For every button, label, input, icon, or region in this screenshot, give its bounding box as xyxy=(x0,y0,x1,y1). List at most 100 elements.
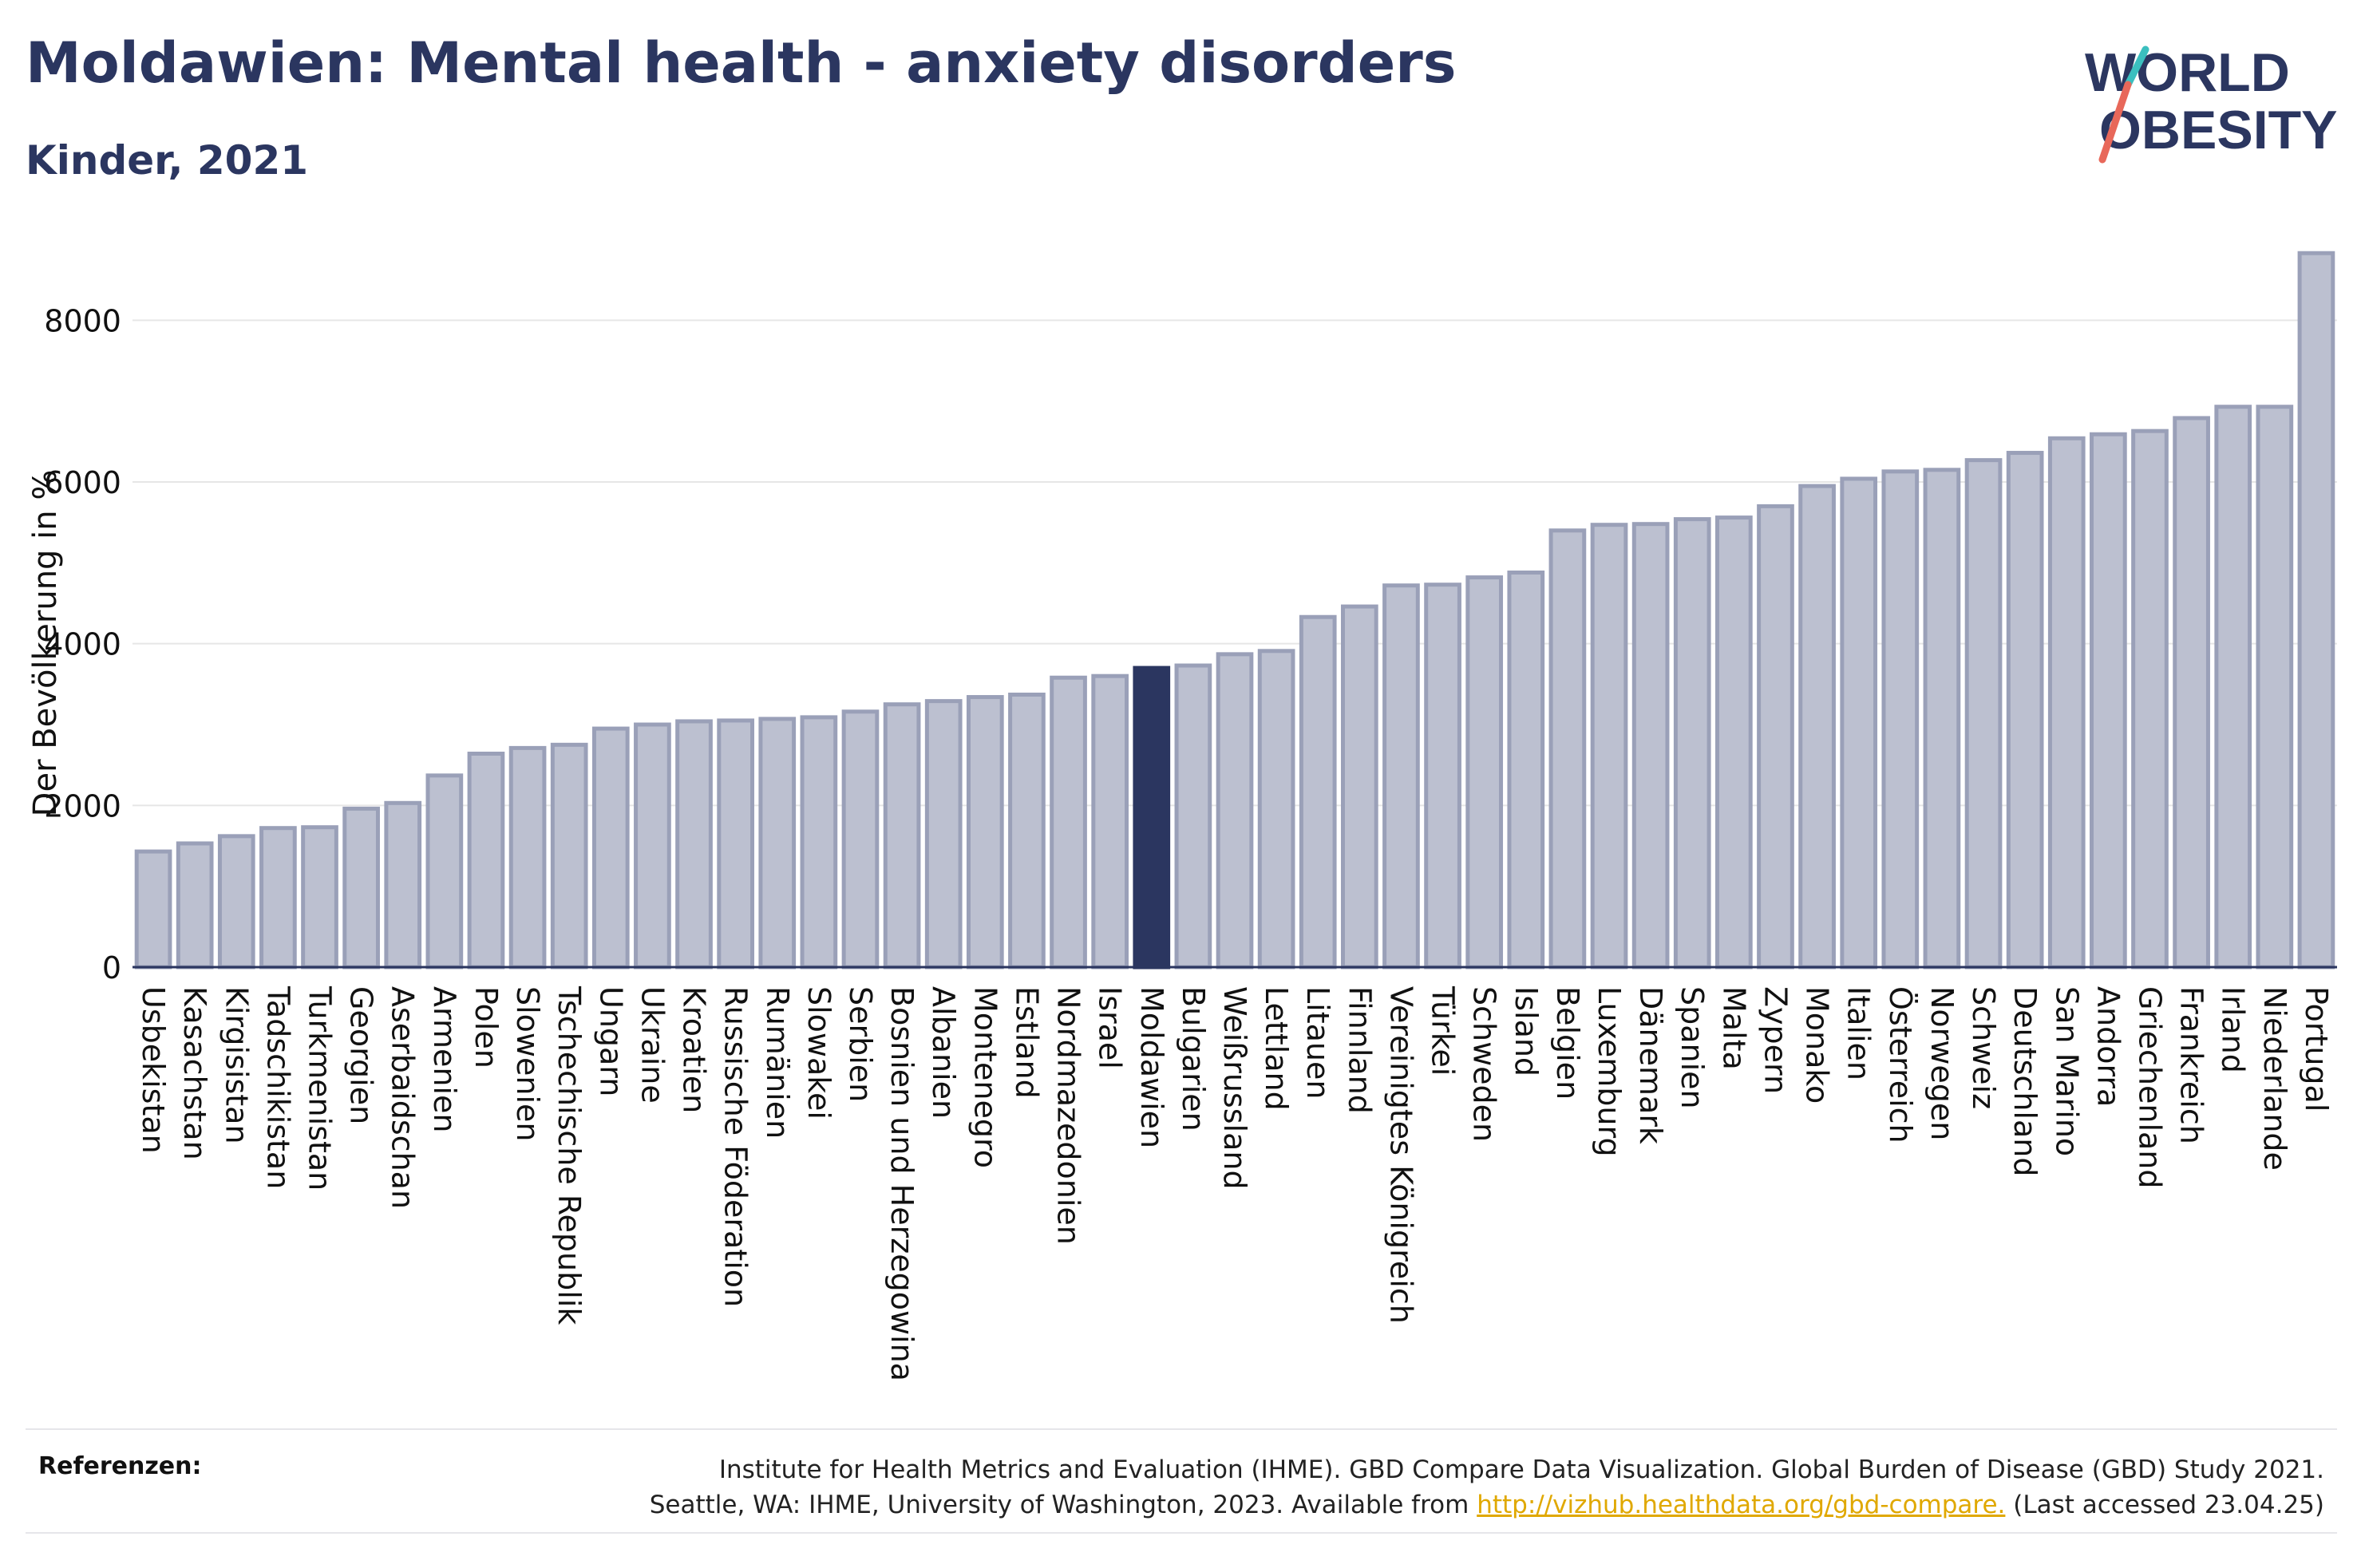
bar-kasachstan xyxy=(176,841,214,970)
x-tick-label: Tschechische Republik xyxy=(552,985,587,1325)
bar-polen xyxy=(467,751,505,970)
x-tick-label: Norwegen xyxy=(1924,986,1960,1140)
bar-zypern xyxy=(1757,504,1794,970)
bar-russische-föderation xyxy=(717,718,754,970)
x-tick-label: Deutschland xyxy=(2007,986,2043,1176)
x-tick-label: Belgien xyxy=(1550,986,1585,1100)
x-tick-label: Lettland xyxy=(1259,986,1294,1111)
x-tick-label: Weißrussland xyxy=(1217,986,1252,1190)
bar-serbien xyxy=(841,709,880,970)
references-line2-suffix: (Last accessed 23.04.25) xyxy=(2005,1491,2324,1519)
y-tick-label: 8000 xyxy=(44,303,121,338)
bar-usbekistan xyxy=(134,849,172,970)
bar-belgien xyxy=(1548,528,1587,970)
x-tick-label: Albanien xyxy=(926,986,961,1119)
bar-chart: 0 2000 4000 6000 8000 Der Bevölkerung in % Usb… xyxy=(27,251,2337,1381)
x-tick-label: Portugal xyxy=(2299,986,2334,1112)
x-tick-label: Frankreich xyxy=(2174,986,2209,1144)
bar-turkmenistan xyxy=(301,825,338,970)
references-panel: Referenzen: Institute for Health Metrics… xyxy=(26,1428,2337,1534)
x-tick-label: Kroatien xyxy=(677,986,712,1113)
x-tick-label: Kasachstan xyxy=(177,986,212,1160)
bar-weißrussland xyxy=(1216,652,1254,970)
x-tick-label: Niederlande xyxy=(2257,986,2292,1171)
x-tick-label: Zypern xyxy=(1758,986,1793,1094)
x-tick-label: Ukraine xyxy=(635,986,670,1104)
references-text: Institute for Health Metrics and Evaluat… xyxy=(650,1452,2324,1523)
bar-vereinigtes-königreich xyxy=(1382,583,1420,970)
references-label: Referenzen: xyxy=(38,1452,202,1480)
logo-slash-teal xyxy=(2124,45,2149,89)
bar-türkei xyxy=(1424,583,1461,970)
bar-estland xyxy=(1008,693,1046,970)
bar-portugal xyxy=(2297,251,2335,970)
x-tick-label: Polen xyxy=(469,986,504,1068)
x-tick-label: Island xyxy=(1509,986,1544,1076)
bar-israel xyxy=(1091,673,1129,970)
x-tick-label: Georgien xyxy=(344,986,379,1124)
x-tick-label: Russische Föderation xyxy=(718,986,753,1307)
bar-finnland xyxy=(1340,604,1378,970)
x-tick-label: Bulgarien xyxy=(1176,986,1211,1132)
bar-ungarn xyxy=(591,726,630,970)
x-tick-label: Spanien xyxy=(1675,986,1710,1109)
references-link[interactable]: http://vizhub.healthdata.org/gbd-compare… xyxy=(1477,1491,2006,1519)
x-tick-label: Italien xyxy=(1841,986,1877,1080)
bar-andorra xyxy=(2090,432,2127,970)
x-tick-label: Dänemark xyxy=(1633,986,1668,1144)
bar-montenegro xyxy=(966,695,1004,970)
x-tick-label: Bosnien und Herzegowina xyxy=(884,986,919,1381)
bar-niederlande xyxy=(2256,405,2294,970)
bar-armenien xyxy=(425,773,464,970)
x-tick-label: Ungarn xyxy=(593,986,628,1096)
y-tick-label: 0 xyxy=(102,950,121,985)
bar-moldawien xyxy=(1133,666,1171,970)
x-tick-label: Israel xyxy=(1093,986,1128,1069)
x-tick-label: Slowakei xyxy=(801,986,836,1120)
bar-san-marino xyxy=(2047,436,2086,970)
y-axis-label: Der Bevölkerung in % xyxy=(27,470,64,817)
x-tick-label: Aserbaidschan xyxy=(386,986,421,1209)
page-title: Moldawien: Mental health - anxiety disor… xyxy=(26,30,1457,96)
x-tick-label: Usbekistan xyxy=(136,986,171,1154)
logo-line1: WORLD xyxy=(2085,42,2290,103)
y-tick-label: 6000 xyxy=(44,465,121,500)
bar-slowakei xyxy=(800,715,838,970)
logo-line2: OBESITY xyxy=(2099,100,2337,160)
x-tick-label: Rumänien xyxy=(760,986,795,1139)
bar-malta xyxy=(1715,515,1753,970)
x-tick-label: Andorra xyxy=(2090,986,2126,1107)
x-tick-label: Serbien xyxy=(843,986,878,1102)
bar-norwegen xyxy=(1923,468,1961,970)
x-tick-label: Slowenien xyxy=(510,986,545,1142)
bar-luxemburg xyxy=(1590,523,1628,970)
bar-albanien xyxy=(924,699,963,970)
x-tick-label: Luxemburg xyxy=(1592,986,1627,1157)
bar-bosnien-und-herzegowina xyxy=(883,702,921,970)
bar-deutschland xyxy=(2006,451,2044,970)
x-tick-label: Vereinigtes Königreich xyxy=(1383,986,1418,1324)
bar-slowenien xyxy=(508,745,547,970)
x-tick-label: Österreich xyxy=(1883,986,1918,1143)
x-tick-label: Malta xyxy=(1716,986,1751,1070)
bar-tschechische-republik xyxy=(550,742,588,970)
x-tick-label: Kirgisistan xyxy=(219,986,254,1144)
bar-frankreich xyxy=(2173,416,2210,970)
bar-rumänien xyxy=(758,717,797,970)
bar-griechenland xyxy=(2131,429,2169,970)
x-tick-label: Tadschikistan xyxy=(260,985,295,1189)
bar-tadschikistan xyxy=(259,826,297,970)
bar-österreich xyxy=(1881,469,1920,970)
x-tick-label: Türkei xyxy=(1426,985,1461,1076)
bar-kroatien xyxy=(675,719,713,970)
bar-litauen xyxy=(1299,614,1337,970)
bar-dänemark xyxy=(1631,522,1670,970)
bar-aserbaidschan xyxy=(384,800,422,970)
references-line1: Institute for Health Metrics and Evaluat… xyxy=(718,1455,2324,1484)
bar-lettland xyxy=(1257,649,1295,970)
bar-island xyxy=(1507,570,1545,970)
x-tick-label: Nordmazedonien xyxy=(1051,986,1086,1245)
x-tick-label: Irland xyxy=(2216,986,2251,1073)
x-tick-label: San Marino xyxy=(2049,986,2084,1156)
x-tick-label: Turkmenistan xyxy=(303,985,338,1191)
